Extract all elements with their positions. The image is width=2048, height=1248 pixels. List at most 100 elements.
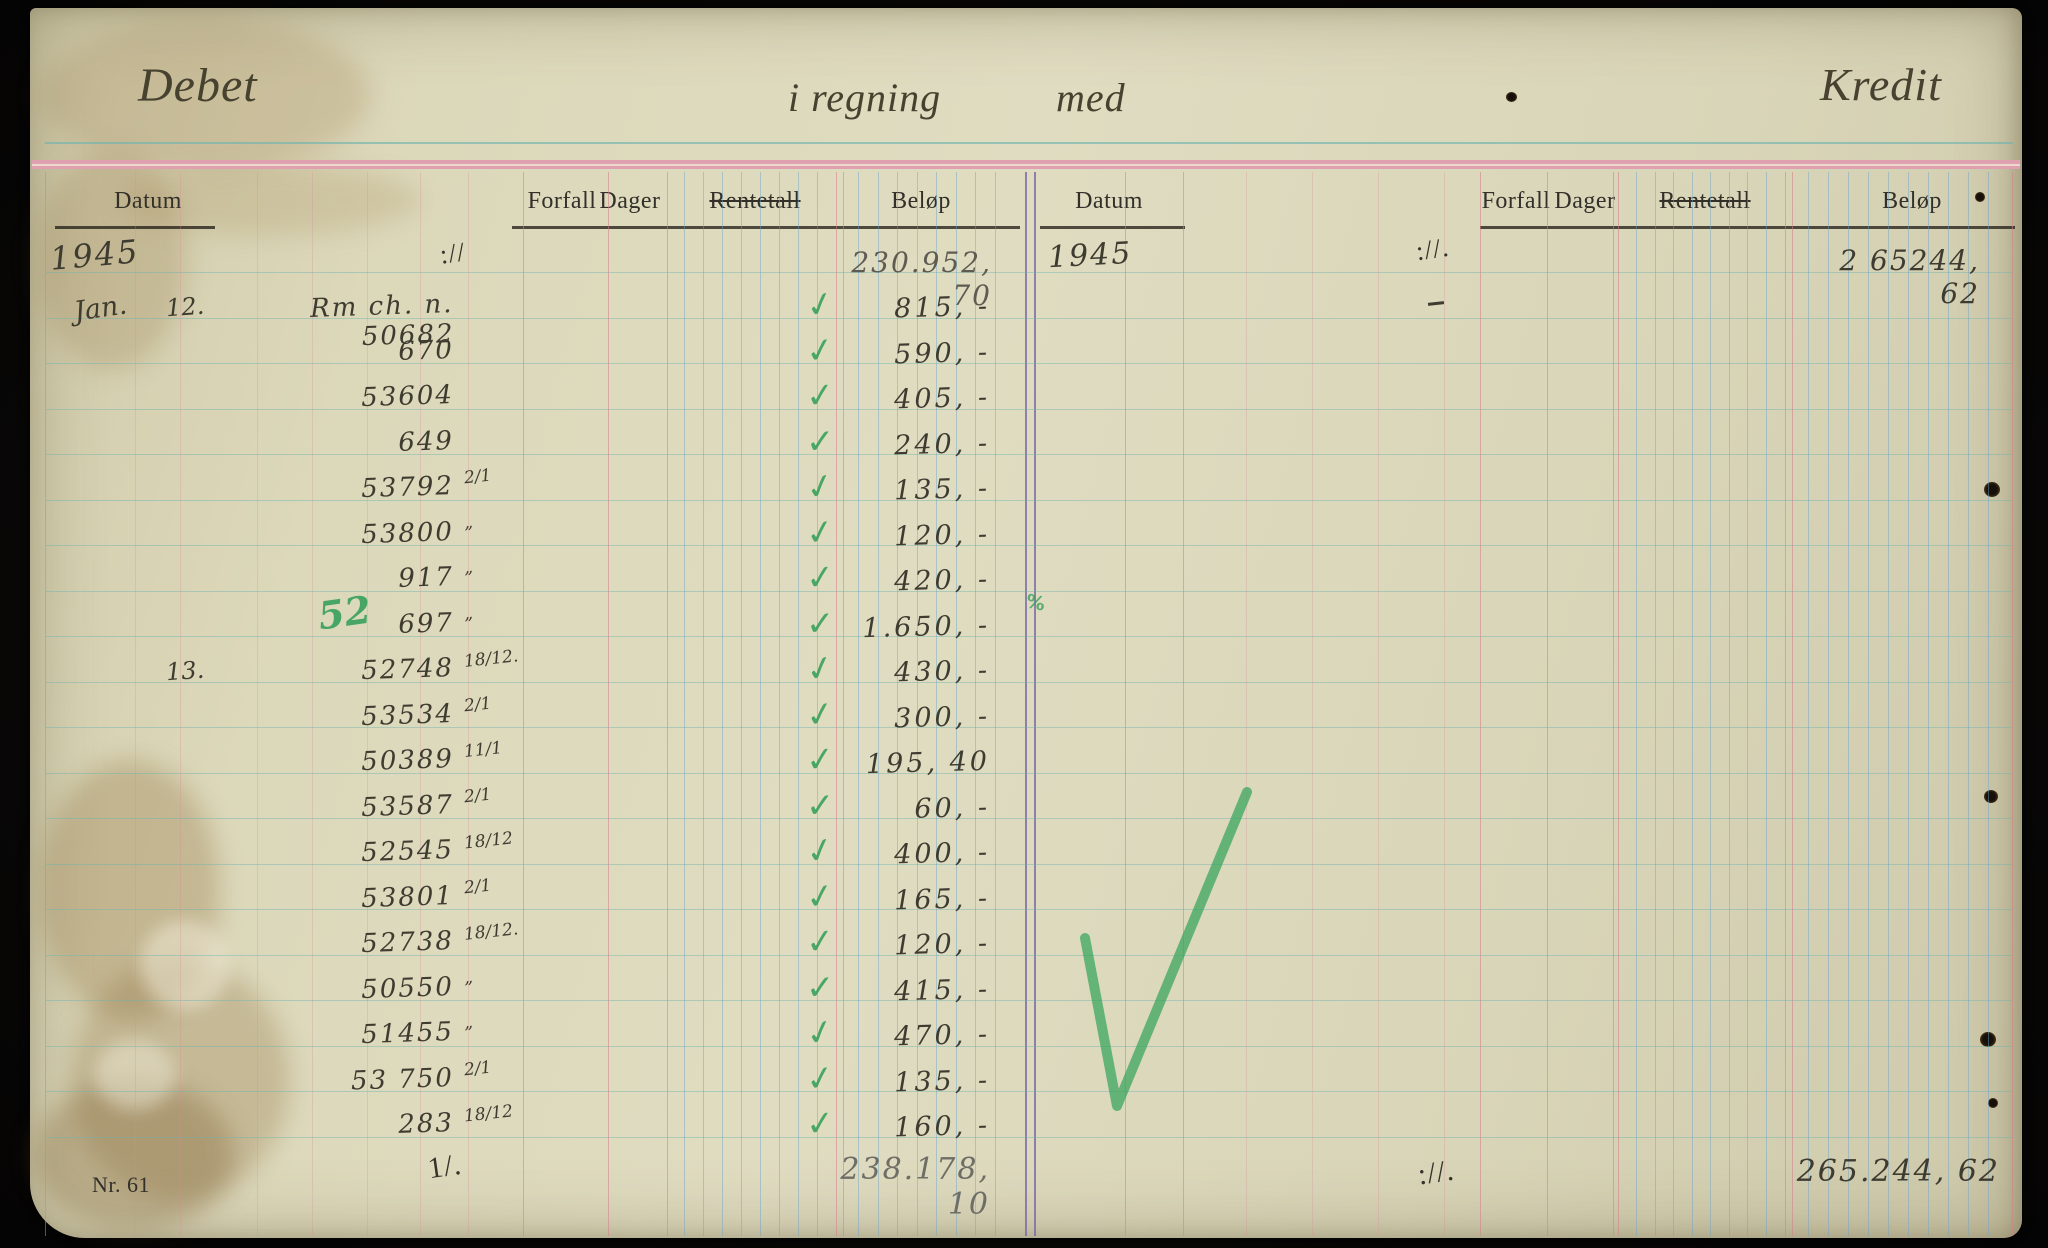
- entry-amount: 195, 40: [865, 745, 991, 781]
- sub-column-line: [1988, 172, 1989, 1236]
- ledger-row: 283 18/12 ✓ 160, -: [0, 1101, 2048, 1157]
- entry-amount: 120, -: [893, 927, 991, 962]
- entry-description: 53604: [360, 379, 455, 414]
- faint-column-line: [135, 172, 136, 1236]
- col-forfall-right: Forfall: [1481, 188, 1551, 214]
- col-dager-left: Dager: [599, 188, 661, 214]
- sub-column-line: [1710, 172, 1711, 1236]
- entry-description: 283: [397, 1107, 455, 1140]
- faint-column-line: [1378, 172, 1379, 1236]
- row-line: [46, 636, 2012, 637]
- entry-description: 53792: [360, 470, 455, 505]
- row-line: [46, 1000, 2012, 1001]
- ledger-row: 51455 „ ✓ 470, -: [0, 1010, 2048, 1066]
- faint-column-line: [312, 172, 313, 1236]
- sub-column-line: [1908, 172, 1909, 1236]
- row-line: [46, 772, 2012, 774]
- entry-month: Jan.: [72, 289, 129, 328]
- posting-mark-right-bottom: ://.: [1415, 1153, 1457, 1192]
- entry-amount: 470, -: [893, 1018, 991, 1053]
- header-underline: [1480, 226, 2015, 229]
- paper-hole: [1980, 1032, 1996, 1047]
- row-line: [46, 499, 2012, 501]
- entry-due-date: 18/12.: [463, 919, 520, 945]
- row-line: [46, 1045, 2012, 1047]
- column-line: [523, 172, 524, 1236]
- faint-column-line: [1312, 172, 1313, 1236]
- row-line: [46, 454, 2012, 455]
- entry-amount: 120, -: [893, 518, 991, 552]
- entry-due-date: 11/1: [463, 738, 504, 762]
- ledger-row: 53792 2/1 ✓ 135, -: [0, 464, 2048, 520]
- entry-description: 53587: [360, 789, 455, 823]
- sub-column-line: [1928, 172, 1929, 1236]
- sub-column-line: [722, 172, 723, 1236]
- sub-column-line: [1848, 172, 1849, 1236]
- entry-description: 649: [397, 425, 455, 458]
- ledger-row: 53800 „ ✓ 120, -: [0, 510, 2048, 566]
- column-line: [1125, 172, 1126, 1236]
- paper-hole: [1984, 790, 1998, 803]
- debet-title: Debet: [138, 59, 258, 112]
- column-line: [44, 172, 46, 1236]
- row-line: [46, 818, 2012, 819]
- col-belop-right: Beløp: [1882, 188, 1942, 214]
- entry-due-date: 2/1: [463, 784, 493, 807]
- ledger-row: 697 „ ✓ 1.650, -: [0, 603, 2048, 657]
- entry-amount: 420, -: [893, 563, 991, 598]
- entry-description: 50550: [360, 971, 455, 1005]
- entry-description: 52748: [360, 652, 455, 687]
- ledger-row: 649 ✓ 240, -: [0, 421, 2048, 475]
- sub-column-line: [741, 172, 742, 1236]
- sub-column-line: [1765, 172, 1767, 1236]
- entry-day: 12.: [165, 291, 206, 323]
- total-left: 238.178, 10: [840, 1152, 990, 1222]
- sub-column-line: [798, 172, 799, 1236]
- paper-hole: [1975, 192, 1985, 202]
- pink-double-rule: [32, 160, 2020, 169]
- sub-column-line: [955, 172, 957, 1236]
- column-line: [2012, 172, 2013, 1236]
- entry-description: 53534: [360, 698, 455, 732]
- entry-amount: 405, -: [893, 381, 991, 416]
- col-rentetall-left: Rentetall: [709, 188, 801, 214]
- entry-amount: 160, -: [893, 1109, 991, 1144]
- sub-column-line: [779, 172, 780, 1236]
- col-belop-left: Beløp: [891, 188, 951, 214]
- total-right: 265.244, 62: [1796, 1154, 2000, 1189]
- ledger-row: 13. 52748 18/12. ✓ 430, -: [0, 646, 2048, 702]
- row-line: [46, 408, 2012, 410]
- opening-balance-right: 2 65244, 62: [1839, 244, 1980, 310]
- ledger-row: 53587 2/1 ✓ 60, -: [0, 784, 2048, 839]
- row-line: [46, 317, 2012, 319]
- row-line: [46, 363, 2012, 364]
- entry-amount: 240, -: [893, 427, 991, 461]
- col-datum-right: Datum: [1075, 188, 1143, 214]
- entry-description: 53800: [360, 516, 455, 550]
- faint-column-line: [367, 172, 368, 1236]
- col-rentetall-right: Rentetall: [1659, 188, 1751, 214]
- row-line: [46, 272, 2012, 273]
- ledger-row: 53 750 2/1 ✓ 135, -: [0, 1056, 2048, 1112]
- entry-amount: 415, -: [893, 973, 991, 1007]
- paper-hole: [1506, 92, 1517, 102]
- entry-amount: 300, -: [893, 700, 991, 734]
- entry-amount: 590, -: [893, 336, 991, 370]
- row-line: [46, 681, 2012, 683]
- faint-column-line: [420, 172, 421, 1236]
- column-line: [1785, 172, 1786, 1236]
- entry-amount: 1.650, -: [862, 609, 991, 644]
- row-line: [46, 545, 2012, 546]
- sub-column-line: [703, 172, 704, 1236]
- entry-due-date: 18/12.: [463, 646, 520, 672]
- column-line: [1480, 172, 1481, 1236]
- column-line: [1791, 172, 1793, 1236]
- posting-mark-left-top: ://: [437, 236, 468, 270]
- sub-column-line: [994, 172, 996, 1236]
- entry-amount: 430, -: [893, 654, 991, 689]
- faint-column-line: [180, 172, 181, 1236]
- ledger-row: 917 „ ✓ 420, -: [0, 557, 2048, 611]
- header-underline: [512, 226, 1020, 229]
- ledger-row: 50389 11/1 ✓ 195, 40: [0, 738, 2048, 793]
